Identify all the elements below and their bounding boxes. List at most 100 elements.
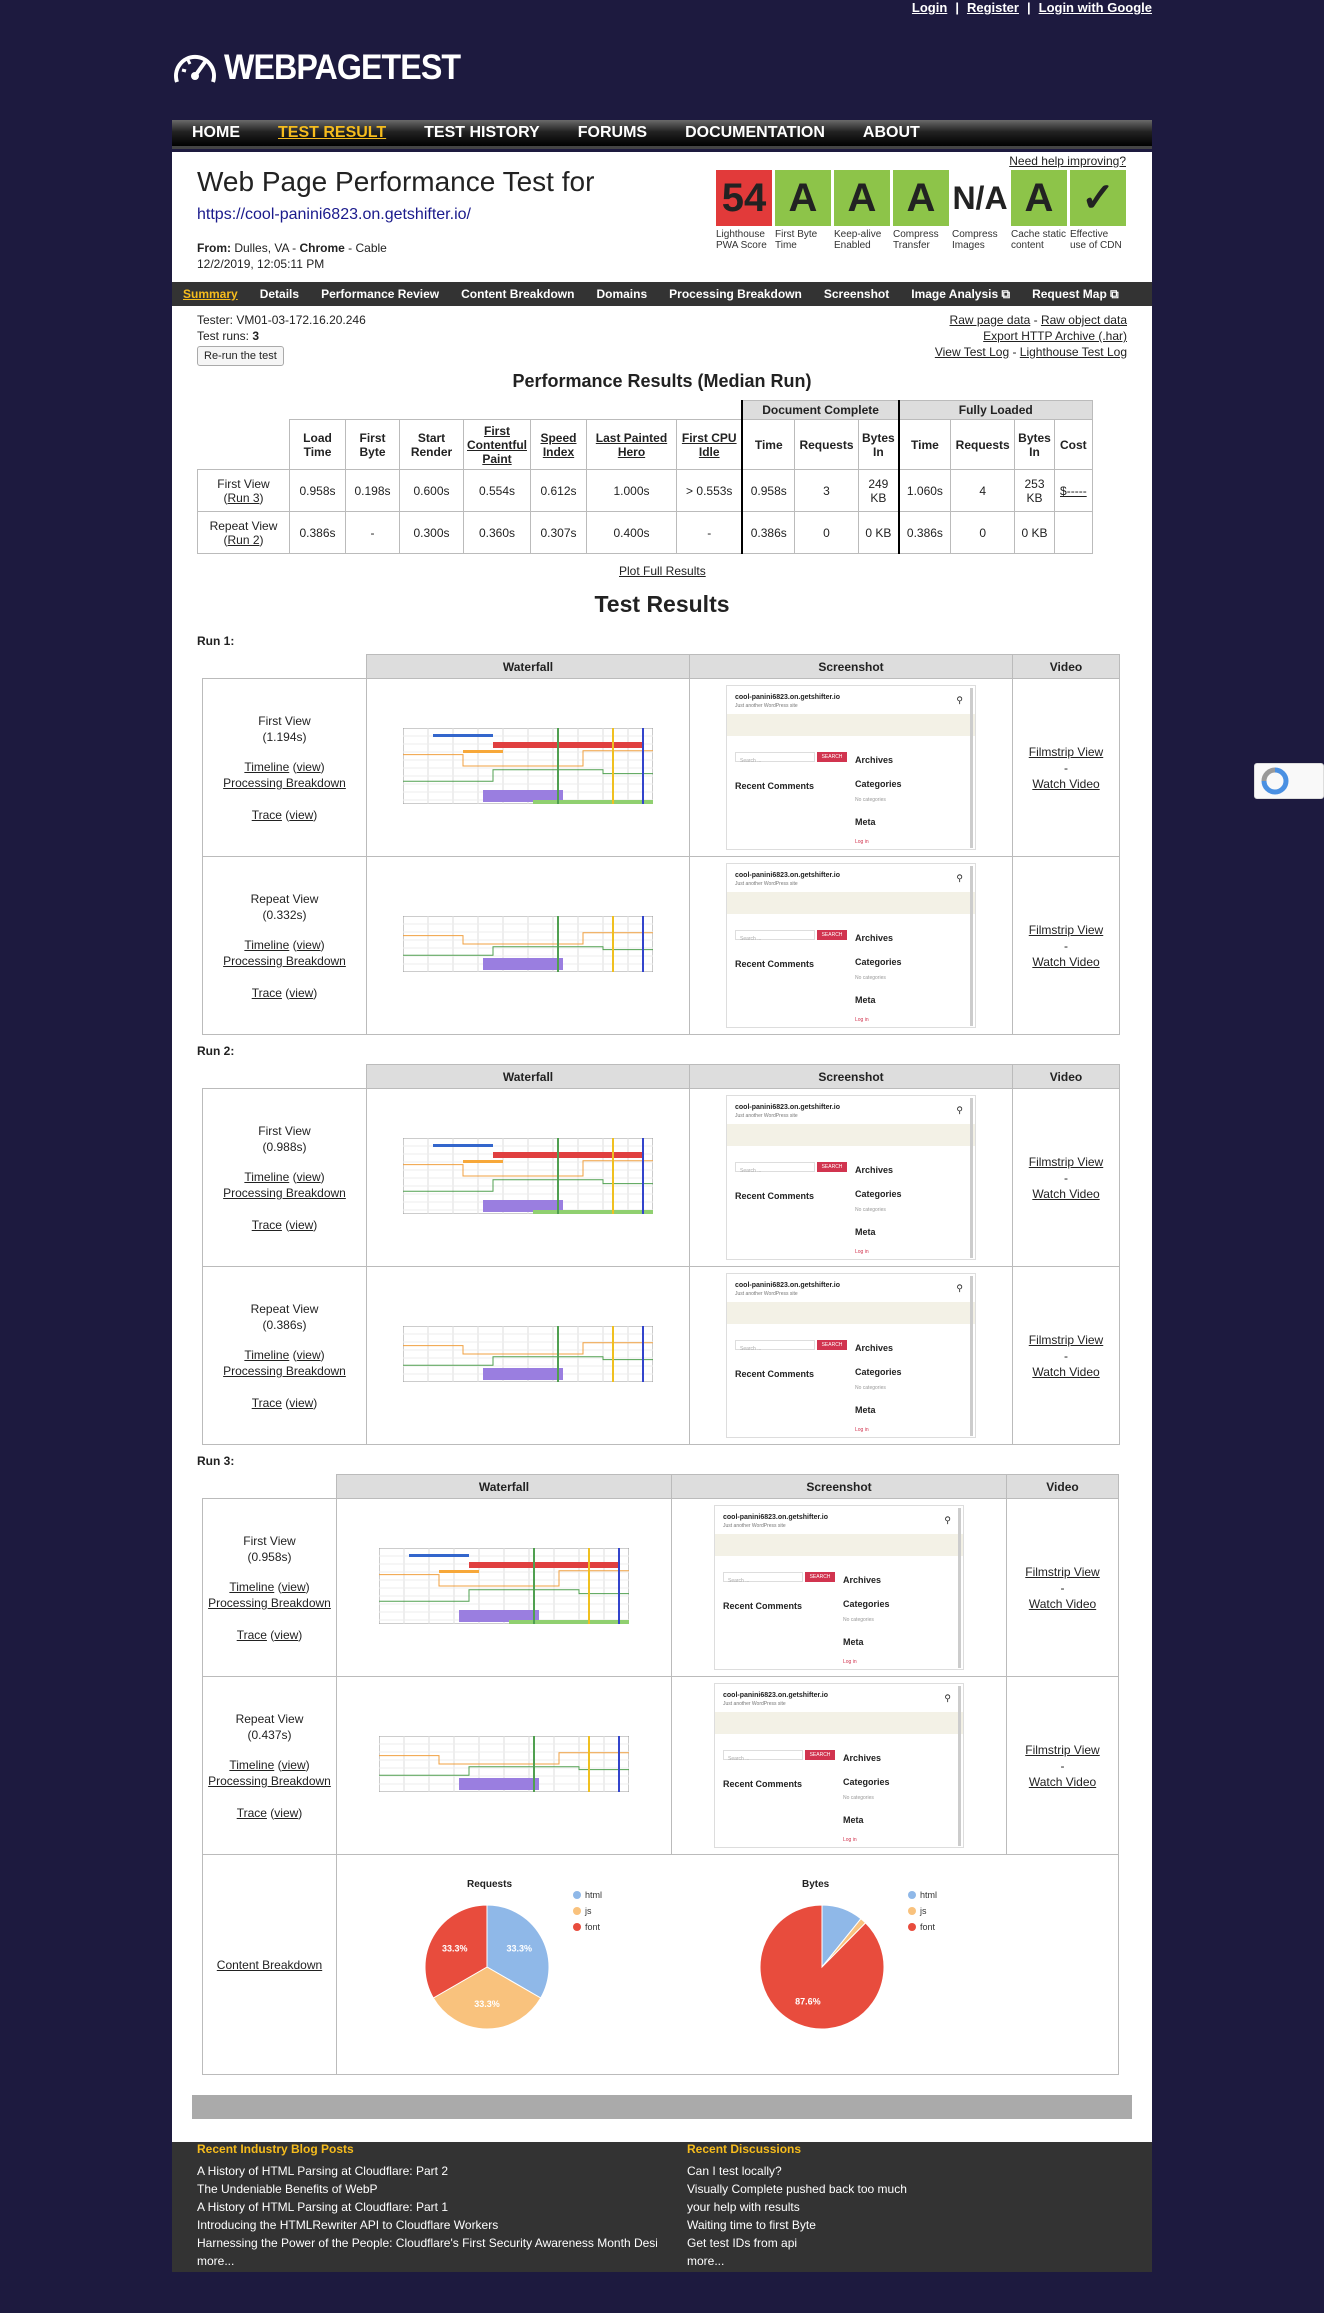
timeline-view-link[interactable]: view bbox=[296, 1347, 321, 1362]
watch-video-link[interactable]: Watch Video bbox=[1032, 1364, 1100, 1379]
timeline-view-link[interactable]: view bbox=[296, 759, 321, 774]
discussion-item[interactable]: Waiting time to first Byte bbox=[687, 2218, 816, 2232]
trace-link[interactable]: Trace bbox=[251, 1217, 282, 1232]
timeline-view-link[interactable]: view bbox=[296, 1169, 321, 1184]
grade-item[interactable]: 54 Lighthouse PWA Score bbox=[716, 170, 772, 251]
watch-video-link[interactable]: Watch Video bbox=[1028, 1596, 1097, 1611]
tab-content-breakdown[interactable]: Content Breakdown bbox=[461, 287, 575, 301]
rerun-button[interactable]: Re-run the test bbox=[197, 346, 284, 366]
trace-view-link[interactable]: view bbox=[289, 1395, 314, 1410]
tab-request-map[interactable]: Request Map ⧉ bbox=[1032, 286, 1119, 301]
discussion-item[interactable]: Can I test locally? bbox=[687, 2164, 782, 2178]
nav-test-result[interactable]: TEST RESULT bbox=[278, 124, 387, 141]
blog-post[interactable]: A History of HTML Parsing at Cloudflare:… bbox=[197, 2200, 448, 2214]
waterfall-thumbnail[interactable] bbox=[402, 727, 654, 804]
filmstrip-link[interactable]: Filmstrip View bbox=[1028, 922, 1104, 937]
perf-cell[interactable] bbox=[1053, 511, 1093, 554]
perf-cell[interactable]: $----- bbox=[1053, 469, 1093, 512]
trace-view-link[interactable]: view bbox=[274, 1805, 299, 1820]
waterfall-thumbnail[interactable] bbox=[378, 1547, 630, 1624]
waterfall-thumbnail[interactable] bbox=[402, 1137, 654, 1214]
discussion-item[interactable]: Visually Complete pushed back too much bbox=[687, 2182, 907, 2196]
trace-view-link[interactable]: view bbox=[274, 1627, 299, 1642]
nav-documentation[interactable]: DOCUMENTATION bbox=[685, 124, 825, 141]
recaptcha-badge[interactable] bbox=[1254, 763, 1324, 799]
screenshot-thumbnail[interactable]: cool-panini6823.on.getshifter.io Just ano… bbox=[714, 1505, 964, 1670]
filmstrip-link[interactable]: Filmstrip View bbox=[1025, 1564, 1100, 1579]
tab-details[interactable]: Details bbox=[259, 287, 300, 301]
blog-post[interactable]: Harnessing the Power of the People: Clou… bbox=[197, 2236, 657, 2250]
watch-video-link[interactable]: Watch Video bbox=[1032, 776, 1100, 791]
raw-object-data-link[interactable]: Raw object data bbox=[1040, 313, 1127, 327]
grade-item[interactable]: ✓ Effective use of CDN bbox=[1070, 170, 1126, 251]
run-link[interactable]: Run 3 bbox=[227, 490, 260, 505]
login-link[interactable]: Login bbox=[911, 0, 948, 15]
nav-home[interactable]: HOME bbox=[192, 124, 240, 141]
export-har-link[interactable]: Export HTTP Archive (.har) bbox=[983, 329, 1127, 343]
filmstrip-link[interactable]: Filmstrip View bbox=[1028, 1154, 1104, 1169]
screenshot-thumbnail[interactable]: cool-panini6823.on.getshifter.io Just ano… bbox=[726, 863, 976, 1028]
timeline-view-link[interactable]: view bbox=[296, 937, 321, 952]
discussion-item[interactable]: your help with results bbox=[687, 2200, 800, 2214]
nav-about[interactable]: ABOUT bbox=[862, 124, 920, 141]
discussions-more-link[interactable]: more... bbox=[687, 2254, 725, 2268]
timeline-link[interactable]: Timeline bbox=[244, 759, 290, 774]
trace-view-link[interactable]: view bbox=[289, 807, 314, 822]
processing-breakdown-link[interactable]: Processing Breakdown bbox=[223, 775, 346, 790]
grade-item[interactable]: A Cache static content bbox=[1011, 170, 1067, 251]
screenshot-thumbnail[interactable]: cool-panini6823.on.getshifter.io Just ano… bbox=[726, 1095, 976, 1260]
trace-link[interactable]: Trace bbox=[251, 985, 282, 1000]
blog-post[interactable]: Introducing the HTMLRewriter API to Clou… bbox=[197, 2218, 499, 2232]
timeline-view-link[interactable]: view bbox=[281, 1579, 306, 1594]
trace-link[interactable]: Trace bbox=[236, 1805, 267, 1820]
watch-video-link[interactable]: Watch Video bbox=[1028, 1774, 1097, 1789]
timeline-link[interactable]: Timeline bbox=[244, 1169, 290, 1184]
raw-page-data-link[interactable]: Raw page data bbox=[949, 313, 1031, 327]
perf-header[interactable]: First CPU Idle bbox=[675, 419, 743, 470]
filmstrip-link[interactable]: Filmstrip View bbox=[1028, 1332, 1104, 1347]
trace-view-link[interactable]: view bbox=[289, 1217, 314, 1232]
content-breakdown-link[interactable]: Content Breakdown bbox=[216, 1957, 323, 1972]
plot-full-results-link[interactable]: Plot Full Results bbox=[619, 564, 706, 578]
processing-breakdown-link[interactable]: Processing Breakdown bbox=[223, 1185, 346, 1200]
timeline-view-link[interactable]: view bbox=[281, 1757, 306, 1772]
grade-item[interactable]: A Compress Transfer bbox=[893, 170, 949, 251]
waterfall-thumbnail[interactable] bbox=[378, 1735, 630, 1792]
processing-breakdown-link[interactable]: Processing Breakdown bbox=[223, 953, 346, 968]
perf-header[interactable]: First Contentful Paint bbox=[463, 419, 531, 470]
perf-header[interactable]: Speed Index bbox=[529, 419, 587, 470]
nav-forums[interactable]: FORUMS bbox=[577, 124, 648, 141]
processing-breakdown-link[interactable]: Processing Breakdown bbox=[208, 1595, 331, 1610]
trace-link[interactable]: Trace bbox=[251, 1395, 282, 1410]
perf-header[interactable]: Last Painted Hero bbox=[585, 419, 677, 470]
tab-screenshot[interactable]: Screenshot bbox=[823, 287, 890, 301]
tab-performance-review[interactable]: Performance Review bbox=[321, 287, 440, 301]
timeline-link[interactable]: Timeline bbox=[244, 1347, 290, 1362]
processing-breakdown-link[interactable]: Processing Breakdown bbox=[208, 1773, 331, 1788]
tab-summary[interactable]: Summary bbox=[183, 287, 238, 301]
watch-video-link[interactable]: Watch Video bbox=[1032, 954, 1100, 969]
trace-link[interactable]: Trace bbox=[251, 807, 282, 822]
timeline-link[interactable]: Timeline bbox=[229, 1757, 275, 1772]
nav-test-history[interactable]: TEST HISTORY bbox=[424, 124, 540, 141]
lighthouse-log-link[interactable]: Lighthouse Test Log bbox=[1019, 345, 1127, 359]
processing-breakdown-link[interactable]: Processing Breakdown bbox=[223, 1363, 346, 1378]
grade-item[interactable]: A Keep-alive Enabled bbox=[834, 170, 890, 251]
help-improving-link[interactable]: Need help improving? bbox=[1009, 154, 1126, 168]
tab-processing-breakdown[interactable]: Processing Breakdown bbox=[669, 287, 802, 301]
filmstrip-link[interactable]: Filmstrip View bbox=[1025, 1742, 1100, 1757]
discussion-item[interactable]: Get test IDs from api bbox=[687, 2236, 798, 2250]
blog-post[interactable]: The Undeniable Benefits of WebP bbox=[197, 2182, 378, 2196]
register-link[interactable]: Register bbox=[966, 0, 1019, 15]
tab-domains[interactable]: Domains bbox=[596, 287, 648, 301]
waterfall-thumbnail[interactable] bbox=[402, 915, 654, 972]
timeline-link[interactable]: Timeline bbox=[229, 1579, 275, 1594]
filmstrip-link[interactable]: Filmstrip View bbox=[1028, 744, 1104, 759]
view-test-log-link[interactable]: View Test Log bbox=[934, 345, 1010, 359]
run-link[interactable]: Run 2 bbox=[227, 532, 260, 547]
waterfall-thumbnail[interactable] bbox=[402, 1325, 654, 1382]
watch-video-link[interactable]: Watch Video bbox=[1032, 1186, 1100, 1201]
tab-image-analysis[interactable]: Image Analysis ⧉ bbox=[911, 286, 1011, 301]
timeline-link[interactable]: Timeline bbox=[244, 937, 290, 952]
blog-post[interactable]: A History of HTML Parsing at Cloudflare:… bbox=[197, 2164, 448, 2178]
